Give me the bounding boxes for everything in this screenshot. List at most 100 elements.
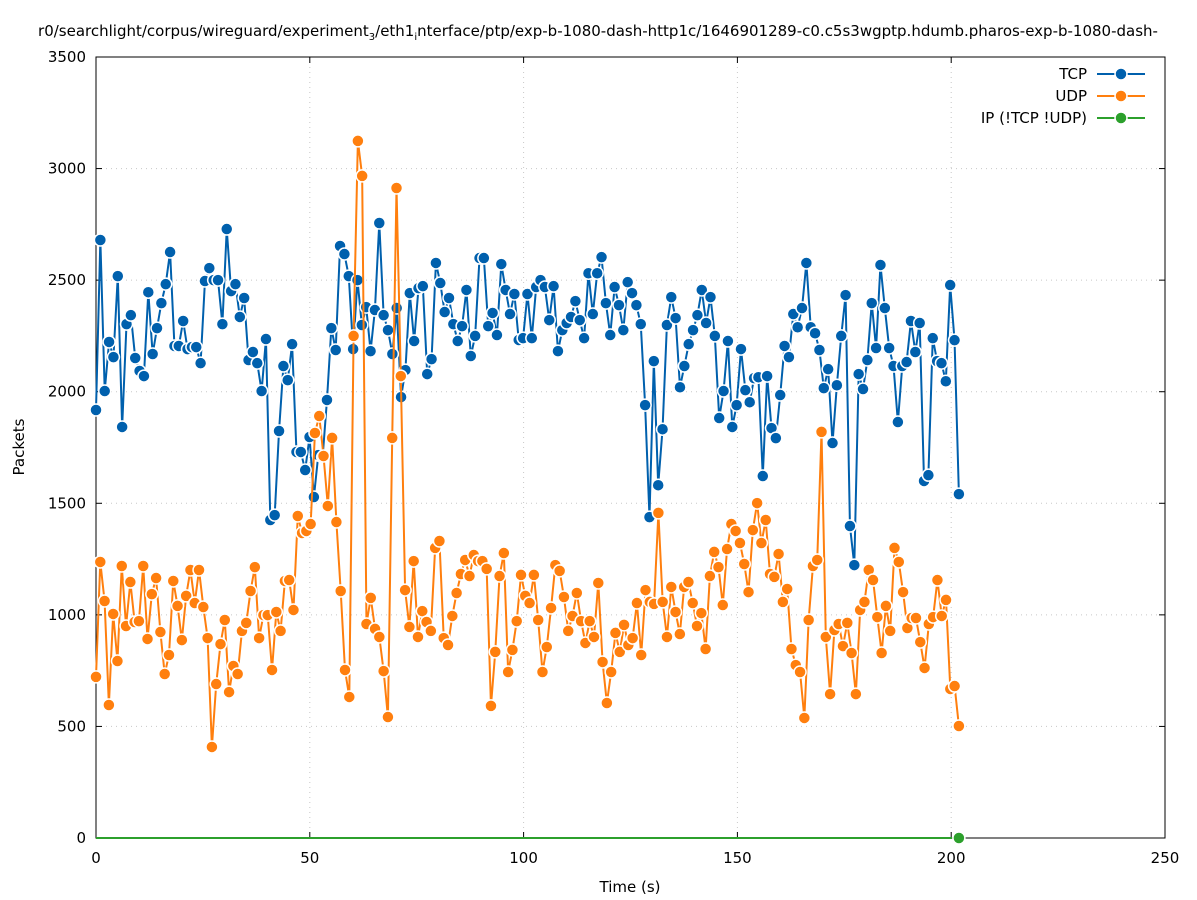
data-point-udp [312, 409, 326, 423]
data-point-udp [205, 740, 219, 754]
data-point-tcp [350, 273, 365, 287]
data-point-udp [797, 711, 812, 725]
data-point-tcp [254, 384, 269, 398]
title-part: r0/searchlight/corpus/wireguard/experime… [38, 22, 369, 40]
legend-marker-ip-tcp-udp [1114, 111, 1128, 125]
data-point-udp [612, 645, 627, 659]
data-point-udp [321, 499, 335, 513]
data-point-tcp [681, 337, 696, 351]
data-point-udp [273, 624, 288, 638]
data-point-tcp [703, 290, 718, 304]
data-point-tcp [921, 468, 936, 482]
data-point-udp [136, 559, 150, 573]
data-point-tcp [734, 342, 748, 356]
data-point-udp [102, 698, 116, 712]
data-point-tcp [568, 294, 583, 308]
data-point-udp [192, 563, 206, 577]
data-point-tcp [795, 301, 809, 315]
data-point-tcp [337, 247, 352, 261]
data-point-tcp [525, 331, 539, 345]
data-point-tcp [154, 296, 169, 310]
data-point-udp [351, 134, 365, 148]
data-point-udp [750, 496, 764, 510]
data-point-udp [449, 586, 464, 600]
data-point-udp [887, 541, 902, 555]
data-point-udp [733, 536, 747, 550]
data-point-udp [527, 568, 541, 582]
data-point-tcp [891, 415, 905, 429]
title-part: /eth1 [375, 22, 414, 40]
x-tick-label: 150 [723, 849, 752, 867]
data-point-tcp [381, 323, 395, 337]
data-point-udp [849, 687, 863, 701]
data-point-tcp [760, 369, 774, 383]
data-point-tcp [873, 258, 888, 272]
data-point-udp [209, 677, 223, 691]
data-point-udp [630, 596, 644, 610]
data-point-udp [170, 599, 185, 613]
data-point-tcp [481, 319, 495, 333]
data-point-udp [561, 624, 575, 638]
data-point-udp [917, 661, 932, 675]
data-point-udp [793, 665, 807, 679]
data-point-udp [810, 553, 824, 567]
data-point-tcp [821, 362, 835, 376]
data-point-udp [570, 586, 584, 600]
data-point-udp [501, 665, 515, 679]
data-point-udp [814, 425, 829, 439]
data-point-tcp [137, 369, 151, 383]
data-point-udp [844, 646, 859, 660]
data-point-udp [291, 509, 305, 523]
data-point-udp [634, 648, 648, 662]
data-point-tcp [158, 277, 173, 291]
data-point-udp [544, 601, 558, 615]
data-point-udp [857, 595, 872, 609]
data-point-tcp [655, 422, 670, 436]
data-point-tcp [211, 273, 225, 287]
data-point-tcp [93, 233, 108, 247]
data-point-udp [604, 665, 618, 679]
data-point-tcp [494, 257, 509, 271]
data-point-tcp [673, 380, 687, 395]
data-point-udp [166, 574, 181, 588]
data-point-udp [707, 545, 721, 559]
data-point-udp [492, 569, 507, 583]
data-point-tcp [590, 266, 604, 280]
data-point-udp [698, 642, 713, 656]
data-point-udp [913, 635, 928, 649]
data-point-udp [213, 637, 228, 651]
data-point-tcp [285, 337, 299, 351]
data-point-udp [767, 570, 782, 584]
data-point-udp [411, 630, 425, 644]
data-point-tcp [416, 279, 430, 293]
series-tcp [89, 216, 966, 572]
data-point-tcp [899, 355, 914, 369]
data-point-tcp [799, 256, 814, 270]
data-point-udp [385, 431, 399, 445]
data-point-udp [694, 606, 709, 620]
data-point-tcp [542, 313, 556, 327]
data-point-udp [776, 595, 790, 609]
data-point-udp [488, 645, 503, 659]
data-point-udp [325, 431, 339, 445]
data-point-udp [462, 569, 477, 583]
data-point-udp [737, 557, 751, 571]
data-point-udp [406, 554, 421, 568]
data-point-tcp [677, 359, 692, 373]
legend-label-udp: UDP [1055, 87, 1087, 105]
data-point-tcp [625, 286, 639, 300]
title-subscript: 3 [369, 32, 375, 43]
data-point-tcp [150, 321, 164, 335]
data-point-tcp [629, 298, 644, 312]
data-point-udp [660, 630, 674, 644]
data-point-tcp [106, 350, 121, 364]
data-point-udp [947, 679, 962, 693]
data-point-udp [445, 609, 460, 623]
x-tick-label: 200 [937, 849, 966, 867]
grid [96, 57, 1165, 838]
data-point-tcp [215, 317, 230, 331]
legend: TCP UDP IP (!TCP !UDP) [981, 65, 1145, 127]
data-point-tcp [912, 316, 927, 330]
data-point-udp [780, 582, 794, 596]
data-point-tcp [952, 487, 966, 501]
